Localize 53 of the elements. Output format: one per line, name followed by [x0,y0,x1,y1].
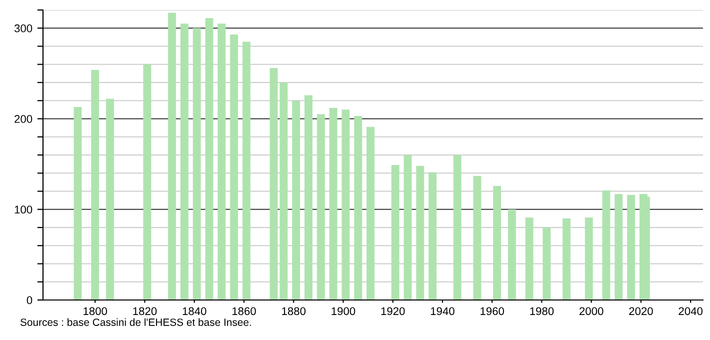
bar [292,100,300,300]
source-note: Sources : base Cassini de l'EHESS et base Insee. [20,318,251,326]
x-tick-label: 1860 [232,307,256,316]
bar [342,110,350,300]
x-tick-label: 1840 [182,307,206,316]
bar [270,68,278,300]
bar [316,114,325,300]
bar [218,24,226,300]
bar [106,98,114,300]
bar [404,155,412,300]
bar [473,176,482,300]
bar [143,64,152,300]
x-tick-label: 2040 [678,307,703,316]
bar [242,42,250,300]
bar [354,116,362,300]
x-tick-label: 1920 [381,307,405,316]
x-tick-label: 1820 [133,307,157,316]
x-tick-label: 2000 [580,307,604,316]
bar [584,218,593,300]
y-tick-label: 0 [26,296,32,304]
bar [391,164,400,300]
bar [602,190,610,300]
bar [627,194,636,300]
bar [91,70,100,300]
x-tick-label: 1900 [332,307,356,316]
bar [329,108,338,300]
bar [562,218,571,300]
bar [493,186,502,300]
bar [614,194,623,300]
x-tick-label: 1980 [530,307,554,316]
bar [304,95,312,300]
bar [453,155,462,300]
y-tick-label: 300 [14,24,32,32]
bar [366,126,374,300]
x-tick-label: 2020 [629,307,653,316]
x-tick-label: 1800 [84,307,108,316]
bar [230,34,238,300]
bar [416,166,424,300]
bar [508,209,516,300]
x-tick-label: 1880 [282,307,306,316]
bar [192,28,201,300]
bar [525,218,534,300]
y-tick-label: 200 [14,115,32,123]
y-tick-label: 100 [14,206,32,214]
bar [168,12,176,300]
x-tick-label: 1940 [430,307,454,316]
bar [205,18,214,300]
bar [428,172,437,300]
bar [280,82,288,300]
bar [74,106,82,300]
x-tick-label: 1960 [480,307,504,316]
bar [542,228,551,300]
bar [180,24,188,300]
